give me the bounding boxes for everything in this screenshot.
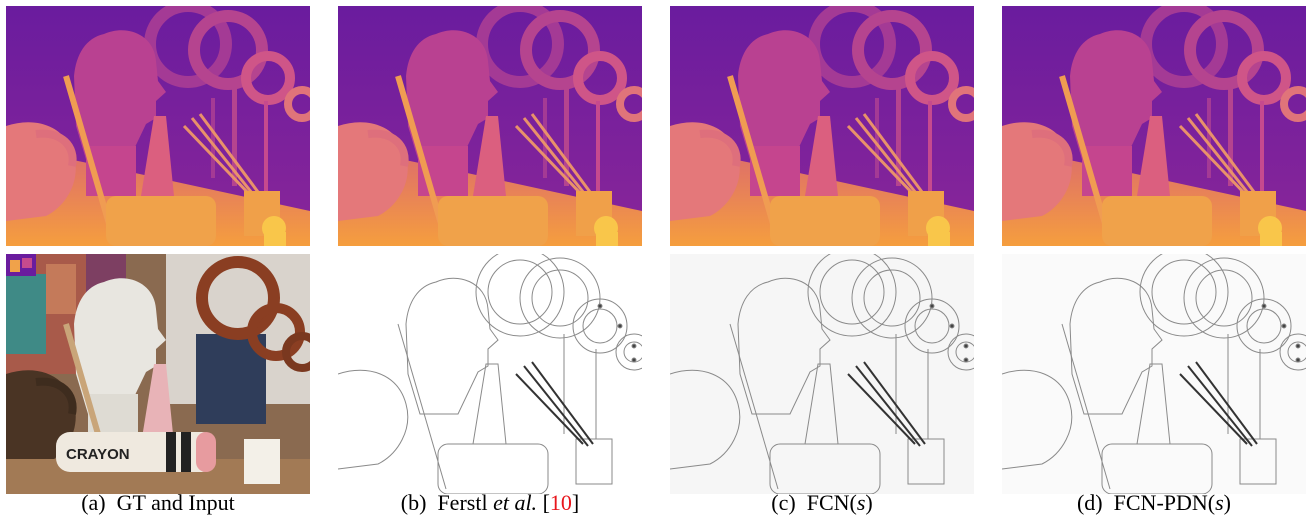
caption-a: (a) GT and Input (81, 490, 235, 515)
gt-depth-map (6, 6, 310, 246)
caption-c: (c) FCN(s) (771, 490, 873, 515)
ferstl-error-map (338, 254, 642, 494)
caption-d: (d) FCN-PDN(s) (1076, 490, 1231, 515)
caption-b: (b) Ferstl et al. [10] (400, 490, 580, 515)
fcn-pdn-error-map (1002, 254, 1306, 494)
crayon-text: CRAYON (66, 446, 130, 463)
ferstl-depth-map (338, 6, 642, 246)
input-color-photo: CRAYON (6, 254, 310, 494)
fcn-pdn-depth-map (1002, 6, 1306, 246)
fcn-depth-map (670, 6, 974, 246)
fcn-error-map (670, 254, 974, 494)
reference-link[interactable]: 10 (549, 490, 572, 515)
